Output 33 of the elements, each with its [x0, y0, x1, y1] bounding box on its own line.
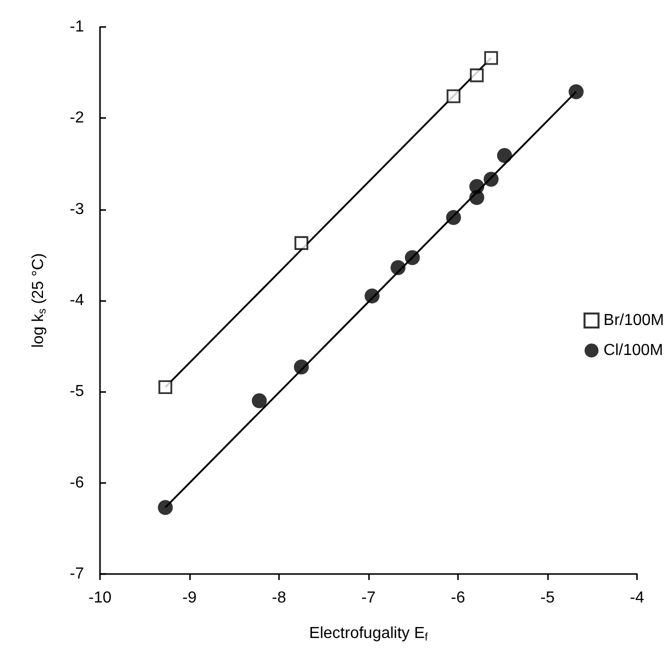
point	[294, 360, 309, 375]
y-tick-label: -3	[70, 200, 84, 218]
point	[364, 288, 380, 304]
point	[158, 500, 173, 515]
x-tick-label: -4	[630, 590, 644, 606]
x-tick-label: -7	[361, 590, 376, 606]
point	[446, 89, 460, 104]
x-tick-label: -8	[272, 590, 286, 606]
x-tick-label: -9	[182, 590, 197, 606]
point	[469, 179, 484, 194]
point	[484, 51, 498, 65]
point	[484, 172, 499, 187]
point	[568, 84, 584, 100]
point	[158, 380, 172, 394]
point	[497, 148, 512, 164]
y-tick-label: -1	[70, 18, 84, 36]
x-tick-label: -6	[450, 590, 466, 606]
point	[294, 236, 308, 250]
legend-label: Cl/100M	[604, 342, 664, 359]
legend-label: Br/100M	[604, 312, 664, 329]
point	[404, 250, 420, 266]
point	[446, 210, 462, 226]
y-tick-label: -2	[70, 110, 84, 127]
y-tick-label: -5	[70, 383, 84, 400]
y-tick-label: -6	[70, 474, 84, 492]
y-tick-label: -7	[70, 566, 84, 582]
x-tick-label: -5	[540, 590, 555, 606]
y-axis-title: log ks (25 °C)	[30, 253, 48, 348]
point	[470, 68, 484, 82]
y-tick-label: -4	[70, 292, 84, 309]
x-tick-label: -10	[88, 590, 112, 606]
point	[390, 260, 406, 276]
point	[252, 393, 267, 408]
